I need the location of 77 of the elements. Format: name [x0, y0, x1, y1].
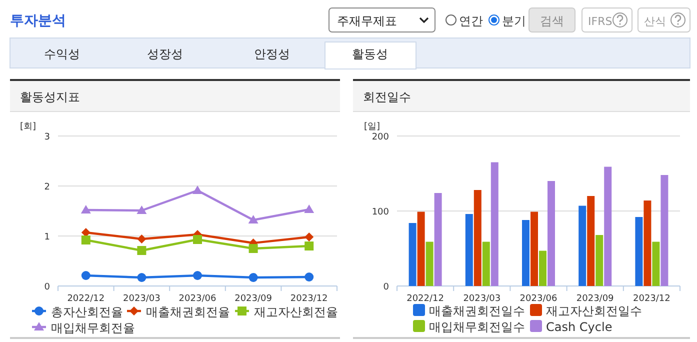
point	[193, 271, 202, 280]
legend-label: 재고자산회전율	[254, 305, 338, 319]
text: IFRS	[588, 15, 612, 28]
point	[193, 235, 202, 244]
bar	[652, 242, 660, 286]
y-tick-label: 3	[44, 132, 50, 142]
point	[137, 273, 146, 282]
point	[248, 273, 258, 282]
bar	[635, 217, 643, 286]
text: 안정성	[254, 47, 290, 61]
point	[80, 205, 91, 214]
text: 투자분석	[10, 13, 66, 29]
x-tick-label: 2023/12	[290, 294, 328, 304]
point	[137, 234, 146, 244]
bar	[660, 175, 668, 286]
legend-label: 총자산회전율	[51, 305, 123, 319]
bar	[530, 212, 538, 286]
point	[304, 232, 314, 242]
bar	[644, 200, 652, 286]
point	[304, 204, 314, 213]
x-tick-label: 2023/12	[633, 294, 670, 304]
bar	[434, 193, 442, 286]
bar	[539, 250, 546, 286]
bar	[578, 206, 586, 286]
text: 연간	[459, 14, 483, 28]
bar	[408, 223, 416, 286]
point	[304, 272, 314, 282]
legend-label: Cash Cycle	[546, 320, 612, 334]
chart-title: 활동성지표	[20, 90, 80, 104]
bar	[482, 242, 490, 286]
legend-label: 매입채무회전일수	[429, 320, 525, 334]
bar	[548, 181, 555, 286]
x-tick-label: 2022/12	[406, 294, 444, 304]
bar	[465, 214, 473, 286]
legend-label: 재고자산회전일수	[546, 304, 642, 318]
x-tick-label: 2023/09	[234, 294, 272, 304]
text: 검색	[540, 14, 564, 28]
chart-title: 회전일수	[363, 90, 411, 104]
text: 분기	[502, 14, 526, 28]
bar	[474, 190, 482, 286]
bar	[417, 212, 425, 286]
point	[81, 271, 90, 280]
point	[248, 215, 258, 224]
text: 성장성	[147, 47, 183, 61]
point	[137, 246, 146, 255]
bar	[596, 235, 604, 286]
legend-label: 매입채무회전율	[51, 321, 135, 335]
text: 활동성	[352, 47, 388, 61]
y-tick-label: 2	[44, 182, 50, 192]
text: 주재무제표	[337, 14, 397, 28]
y-tick-label: 200	[372, 132, 390, 142]
x-tick-label: 2023/06	[178, 294, 216, 304]
text: 수익성	[44, 47, 80, 61]
text: 산식	[644, 15, 666, 28]
bar	[522, 220, 530, 286]
point	[192, 186, 202, 194]
x-tick-label: 2023/09	[576, 294, 614, 304]
y-axis-title: [일]	[364, 122, 380, 132]
point	[248, 244, 258, 253]
legend-label: 매출채권회전율	[146, 305, 230, 319]
y-tick-label: 100	[372, 208, 390, 218]
bar	[490, 162, 498, 286]
x-tick-label: 2023/03	[463, 294, 501, 304]
bar	[426, 242, 434, 286]
point	[81, 236, 90, 244]
bar	[604, 166, 612, 286]
x-tick-label: 2022/12	[67, 294, 105, 304]
x-tick-label: 2023/03	[123, 294, 160, 304]
y-tick-label: 1	[44, 232, 50, 242]
point	[136, 206, 147, 214]
point	[304, 242, 314, 250]
y-axis-title: [회]	[20, 122, 36, 132]
x-tick-label: 2023/06	[520, 294, 558, 304]
y-tick-label: 0	[383, 282, 390, 292]
y-tick-label: 0	[44, 282, 50, 292]
legend-label: 매출채권회전일수	[429, 304, 525, 318]
bar	[587, 196, 595, 286]
